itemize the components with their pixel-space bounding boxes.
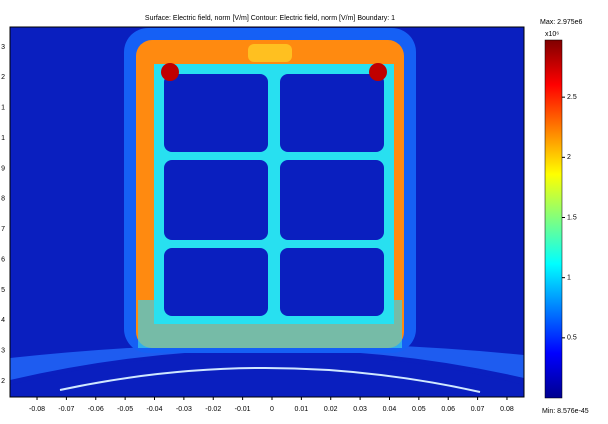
x-tick-label: -0.08 xyxy=(29,406,45,413)
colorbar-tick-label: 1.5 xyxy=(567,214,577,221)
colorbar-tick-label: 2.5 xyxy=(567,94,577,101)
x-tick-label: -0.03 xyxy=(176,406,192,413)
x-tick-label: -0.07 xyxy=(58,406,74,413)
y-tick-label: 3 xyxy=(1,44,5,51)
y-tick-label: 1 xyxy=(1,135,5,142)
y-tick-label: 2 xyxy=(1,74,5,81)
window xyxy=(164,248,268,316)
y-tick-label: 2 xyxy=(1,378,5,385)
max-label: Max: 2.975e6 xyxy=(540,19,583,26)
hotspot xyxy=(161,63,179,81)
y-tick-label: 5 xyxy=(1,287,5,294)
window xyxy=(280,248,384,316)
hotspot xyxy=(248,44,292,62)
window xyxy=(280,74,384,152)
field-plot xyxy=(10,27,524,397)
window xyxy=(164,160,268,240)
colorbar-tick-label: 1 xyxy=(567,275,571,282)
y-tick-label: 1 xyxy=(1,105,5,112)
colorbar-tick-label: 2 xyxy=(567,154,571,161)
x-tick-label: -0.04 xyxy=(147,406,163,413)
y-tick-label: 8 xyxy=(1,196,5,203)
window xyxy=(280,160,384,240)
x-tick-label: 0.03 xyxy=(353,406,367,413)
y-tick-label: 7 xyxy=(1,226,5,233)
colorbar-tick-label: 0.5 xyxy=(567,335,577,342)
hotspot xyxy=(369,63,387,81)
y-tick-label: 4 xyxy=(1,317,5,324)
x-tick-label: 0.01 xyxy=(295,406,309,413)
x-tick-label: 0.02 xyxy=(324,406,338,413)
boundary-curve xyxy=(59,367,481,393)
min-label: Min: 8.576e-45 xyxy=(542,408,589,415)
x-tick-label: -0.06 xyxy=(88,406,104,413)
x-tick-label: -0.02 xyxy=(205,406,221,413)
chart-title: Surface: Electric field, norm [V/m] Cont… xyxy=(145,15,395,22)
x-tick-label: 0.06 xyxy=(441,406,455,413)
x-tick-label: 0.05 xyxy=(412,406,426,413)
x-tick-label: 0.04 xyxy=(383,406,397,413)
plot-frame xyxy=(9,26,525,398)
y-tick-label: 9 xyxy=(1,165,5,172)
y-tick-label: 6 xyxy=(1,256,5,263)
window xyxy=(164,74,268,152)
x-tick-label: 0.08 xyxy=(500,406,514,413)
x-tick-label: -0.05 xyxy=(117,406,133,413)
y-tick-label: 3 xyxy=(1,347,5,354)
x-tick-label: -0.01 xyxy=(235,406,251,413)
x-tick-label: 0 xyxy=(270,406,274,413)
ground-region xyxy=(10,352,524,397)
colorbar-exponent: x10⁶ xyxy=(545,31,559,38)
x-tick-label: 0.07 xyxy=(471,406,485,413)
colorbar xyxy=(544,39,563,399)
